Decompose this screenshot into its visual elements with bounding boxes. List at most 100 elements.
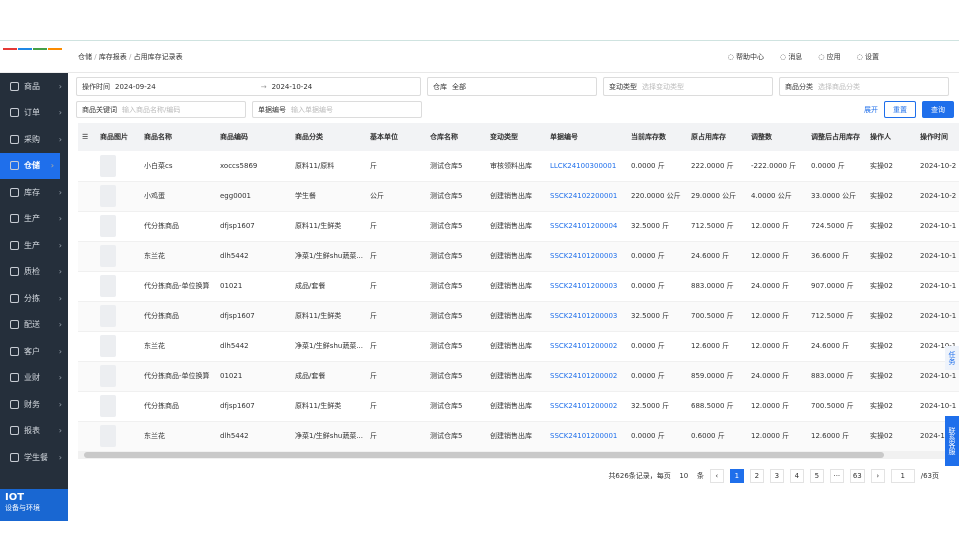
page-size[interactable]: 10 bbox=[679, 472, 689, 480]
next-button[interactable]: › bbox=[870, 469, 885, 483]
category-select[interactable]: 商品分类 选择商品分类 bbox=[779, 77, 949, 96]
page-button[interactable]: 2 bbox=[749, 469, 764, 483]
table-row: 代分拣商品 dfjsp1607 原料11/生鲜类斤测试仓库5 创建销售出库 SSCK24… bbox=[78, 211, 959, 242]
cell: 33.0000 公斤 bbox=[807, 181, 866, 212]
page-button[interactable]: 5 bbox=[809, 469, 824, 483]
cell: 实操02 bbox=[866, 421, 916, 452]
expand-link[interactable]: 展开 bbox=[864, 105, 878, 114]
cell bbox=[78, 301, 96, 332]
cell: 0.0000 斤 bbox=[627, 331, 687, 362]
cell: 小白菜cs bbox=[140, 151, 216, 182]
table-row: 代分拣商品-单位换算 01021 成品/套餐斤测试仓库5 创建销售出库 SSCK2410… bbox=[78, 361, 959, 392]
cell: 测试仓库5 bbox=[426, 271, 486, 302]
cell: 小鸡蛋 bbox=[140, 181, 216, 212]
cell[interactable]: SSCK24102200001 bbox=[546, 181, 627, 212]
page-button[interactable]: 3 bbox=[769, 469, 784, 483]
nav-item[interactable]: 业财 bbox=[0, 365, 68, 392]
header-row: ☰ 商品图片 商品名称 商品编码 商品分类 基本单位 仓库名称 变动类型 单据编号 当前库存数 原占… bbox=[78, 123, 959, 151]
nav-item[interactable]: 配送 bbox=[0, 312, 68, 339]
breadcrumb-item[interactable]: 仓储 bbox=[78, 52, 92, 61]
cell: 29.0000 公斤 bbox=[687, 181, 747, 212]
image-cell bbox=[96, 361, 140, 392]
cell[interactable]: SSCK24101200002 bbox=[546, 361, 627, 392]
cell[interactable]: SSCK24101200001 bbox=[546, 421, 627, 452]
nav-item[interactable]: 质检 bbox=[0, 259, 68, 286]
nav-list: 商品订单采购仓储库存生产生产质检分拣配送客户业财财务报表学生餐 bbox=[0, 73, 68, 471]
nav-item[interactable]: 客户 bbox=[0, 338, 68, 365]
keyword-input[interactable]: 商品关键词 输入商品名称/编码 bbox=[76, 101, 246, 118]
nav-item[interactable]: 生产 bbox=[0, 232, 68, 259]
cell: 测试仓库5 bbox=[426, 361, 486, 392]
iot-subtitle: 设备与环境 bbox=[5, 504, 40, 512]
cell: 12.0000 斤 bbox=[747, 241, 807, 272]
scroll-thumb[interactable] bbox=[84, 452, 884, 458]
label: 商品分类 bbox=[785, 82, 813, 91]
nav-item[interactable]: 库存 bbox=[0, 179, 68, 206]
nav-item[interactable]: 生产 bbox=[0, 206, 68, 233]
cell: 创建销售出库 bbox=[486, 181, 546, 212]
change-type-select[interactable]: 变动类型 选择变动类型 bbox=[603, 77, 773, 96]
scrollbar[interactable] bbox=[78, 451, 959, 459]
nav-item[interactable]: 财务 bbox=[0, 391, 68, 418]
cell: 859.0000 斤 bbox=[687, 361, 747, 392]
cell[interactable]: SSCK24101200004 bbox=[546, 211, 627, 242]
cell: 724.5000 斤 bbox=[807, 211, 866, 242]
table-row: 小白菜cs xoccs5869 原料11/原料斤测试仓库5 审核领料出库 LLCK241… bbox=[78, 151, 959, 182]
value: 全部 bbox=[452, 82, 466, 91]
nav-item[interactable]: 学生餐 bbox=[0, 444, 68, 471]
nav-item[interactable]: 商品 bbox=[0, 73, 68, 100]
doc-input[interactable]: 单据编号 输入单据编号 bbox=[252, 101, 422, 118]
cell: 2024-10-1 bbox=[916, 301, 959, 332]
header-action[interactable]: 帮助中心 bbox=[728, 52, 764, 62]
date-range[interactable]: 操作时间 2024-09-24 → 2024-10-24 bbox=[76, 77, 421, 96]
cell bbox=[78, 151, 96, 182]
cell: 代分拣商品 bbox=[140, 211, 216, 242]
nav-item[interactable]: 报表 bbox=[0, 418, 68, 445]
search-button[interactable]: 查询 bbox=[922, 101, 954, 118]
cell: dfjsp1607 bbox=[216, 211, 291, 242]
cell: 创建销售出库 bbox=[486, 241, 546, 272]
cell: 32.5000 斤 bbox=[627, 301, 687, 332]
cell: 24.6000 斤 bbox=[687, 241, 747, 272]
cell: 01021 bbox=[216, 361, 291, 392]
task-button[interactable]: 任务 bbox=[945, 346, 959, 370]
cell[interactable]: SSCK24101200003 bbox=[546, 271, 627, 302]
page-button[interactable]: 63 bbox=[849, 469, 865, 483]
nav-item[interactable]: 分拣 bbox=[0, 285, 68, 312]
cell[interactable]: SSCK24101200002 bbox=[546, 391, 627, 422]
header-action[interactable]: 应用 bbox=[818, 52, 841, 62]
header-action[interactable]: 消息 bbox=[780, 52, 802, 62]
page-button[interactable]: 1 bbox=[729, 469, 744, 483]
header-action[interactable]: 设置 bbox=[857, 52, 879, 62]
reset-button[interactable]: 重置 bbox=[884, 101, 916, 118]
breadcrumb-item[interactable]: 占用库存记录表 bbox=[127, 53, 183, 61]
column-header: 调整数 bbox=[747, 123, 807, 151]
cell: 实操02 bbox=[866, 271, 916, 302]
cell[interactable]: SSCK24101200002 bbox=[546, 331, 627, 362]
table-row: 小鸡蛋 egg0001 学生餐 公斤 测试仓库5 创建销售出库 SSCK2410220000… bbox=[78, 181, 959, 212]
column-header: 仓库名称 bbox=[426, 123, 486, 151]
cell: 36.6000 斤 bbox=[807, 241, 866, 272]
nav-item[interactable]: 仓储 bbox=[0, 152, 60, 179]
warehouse-select[interactable]: 仓库 全部 bbox=[427, 77, 597, 96]
page-button[interactable]: ··· bbox=[829, 469, 844, 483]
cell bbox=[78, 241, 96, 272]
service-button[interactable]: 联系客服 bbox=[945, 416, 959, 466]
iot-entry[interactable]: IOT 设备与环境 bbox=[0, 489, 68, 521]
cell: 实操02 bbox=[866, 241, 916, 272]
nav-item[interactable]: 采购 bbox=[0, 126, 68, 153]
cell[interactable]: SSCK24101200003 bbox=[546, 241, 627, 272]
prev-button[interactable]: ‹ bbox=[709, 469, 724, 483]
image-cell bbox=[96, 181, 140, 212]
cell[interactable]: LLCK24100300001 bbox=[546, 151, 627, 182]
column-header: 商品名称 bbox=[140, 123, 216, 151]
main: 仓储库存报表占用库存记录表 帮助中心 消息 应用 设置 操作时间 2024-09-24 →… bbox=[68, 41, 959, 521]
cell[interactable]: SSCK24101200003 bbox=[546, 301, 627, 332]
cell: 32.5000 斤 bbox=[627, 211, 687, 242]
column-header: 调整后占用库存 bbox=[807, 123, 866, 151]
nav-item[interactable]: 订单 bbox=[0, 100, 68, 127]
cell: 斤 bbox=[366, 241, 426, 272]
page-button[interactable]: 4 bbox=[789, 469, 804, 483]
breadcrumb-item[interactable]: 库存报表 bbox=[92, 53, 127, 61]
jump-input[interactable]: 1 bbox=[890, 469, 915, 483]
